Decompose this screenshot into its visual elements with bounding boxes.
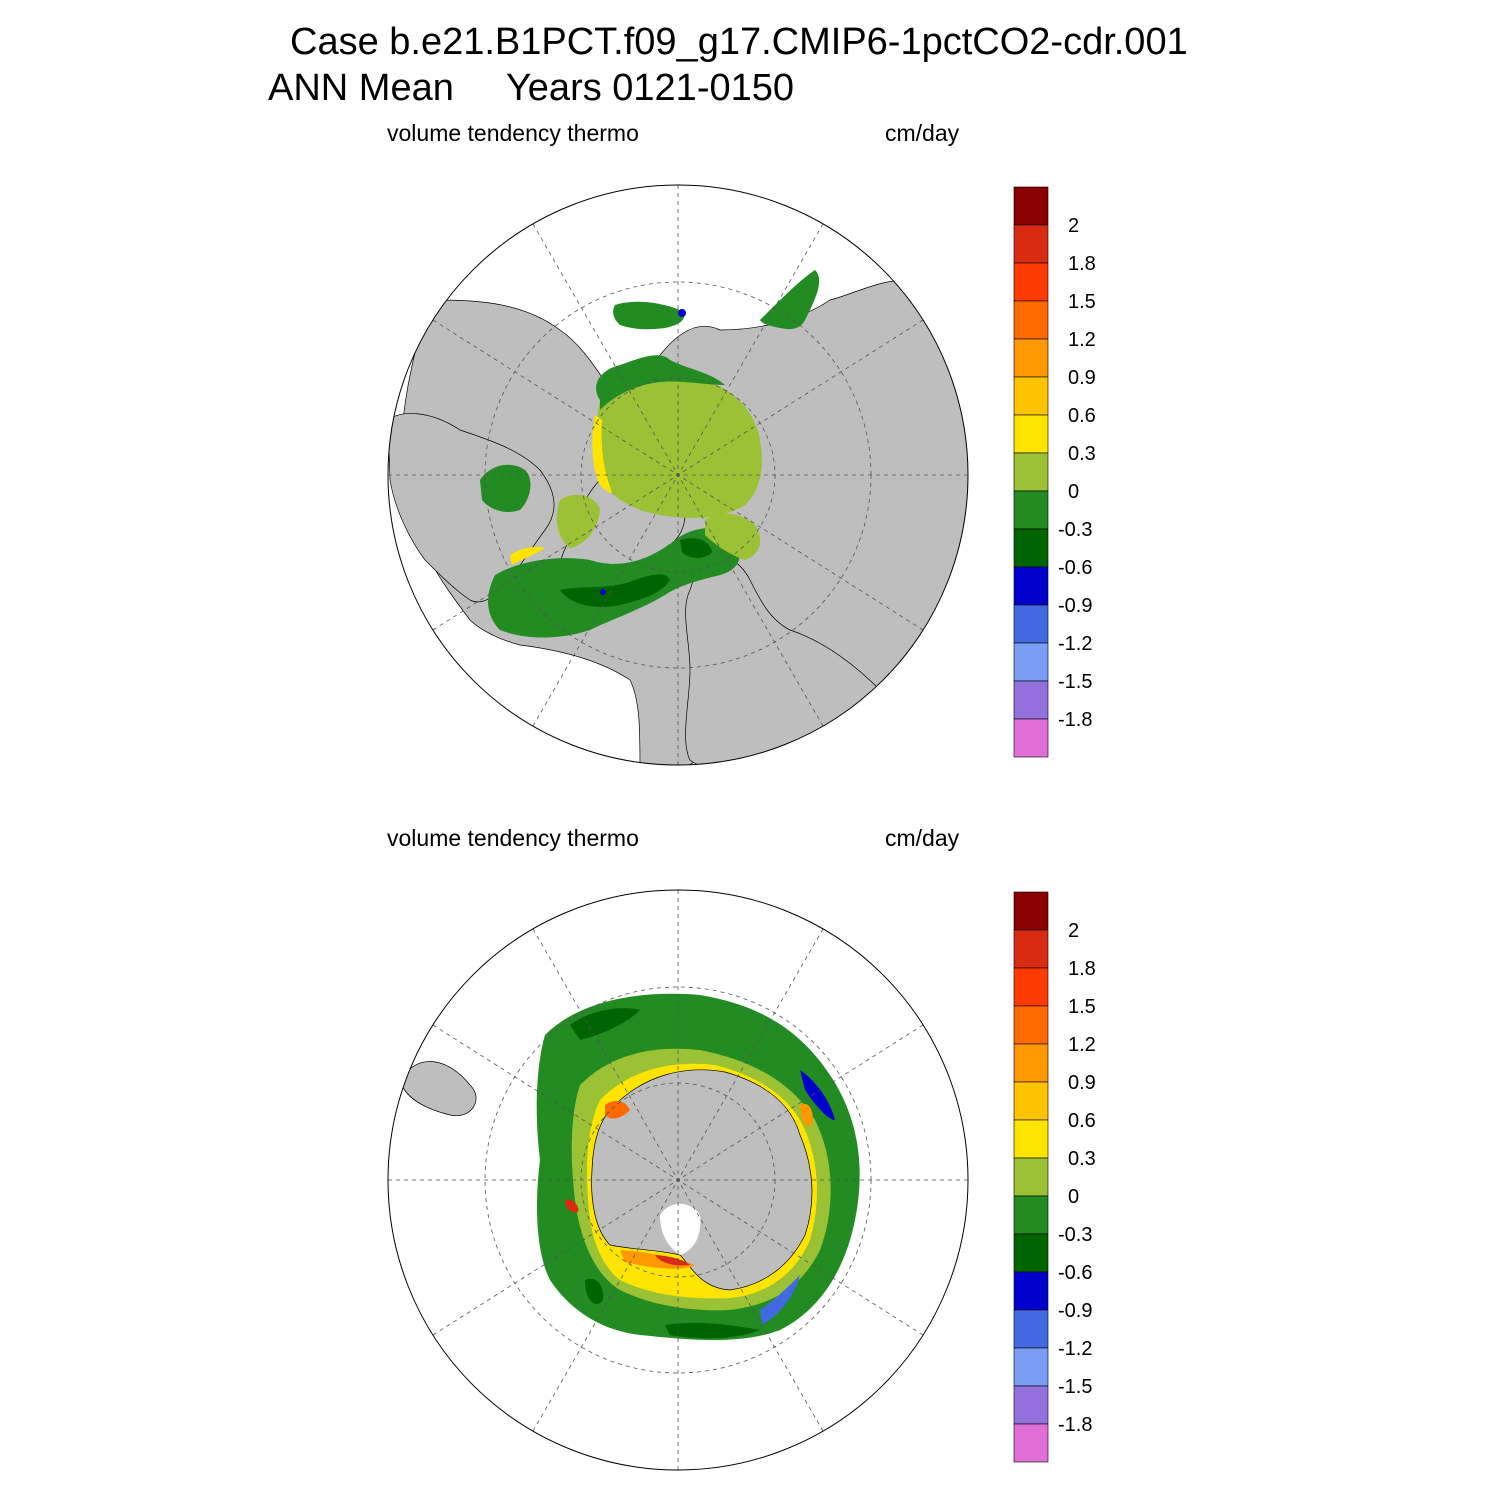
north-colorbar-label: -1.2 bbox=[1058, 633, 1092, 655]
south-colorbar-swatch bbox=[1013, 929, 1049, 969]
north-colorbar-label: 1.5 bbox=[1068, 291, 1096, 313]
south-ice-warm-east bbox=[800, 1103, 813, 1127]
south-colorbar-swatch bbox=[1013, 1081, 1049, 1121]
north-graticule bbox=[388, 185, 968, 765]
north-colorbar: 2 1.8 1.5 1.2 0.9 0.6 0.3 0 -0.3 -0.6 -0.9 -1.2 -1.5… bbox=[1013, 186, 1096, 758]
north-colorbar-swatch bbox=[1013, 338, 1049, 378]
south-colorbar-label: -1.2 bbox=[1058, 1338, 1092, 1360]
north-ice-hudson bbox=[480, 464, 531, 512]
north-colorbar-label: -0.6 bbox=[1058, 557, 1092, 579]
south-ice-dark-band-2 bbox=[665, 1322, 760, 1339]
south-land-south-america bbox=[399, 1061, 477, 1117]
north-colorbar-swatch bbox=[1013, 528, 1049, 568]
south-colorbar-swatch bbox=[1013, 967, 1049, 1007]
south-colorbar-swatch bbox=[1013, 1423, 1049, 1463]
north-colorbar-label: -0.3 bbox=[1058, 519, 1092, 541]
south-ross-sea bbox=[660, 1203, 701, 1255]
south-colorbar-label: 1.8 bbox=[1068, 958, 1096, 980]
south-colorbar-label: 2 bbox=[1068, 920, 1079, 942]
north-colorbar-label: 0.9 bbox=[1068, 367, 1096, 389]
south-colorbar-label: 1.2 bbox=[1068, 1034, 1096, 1056]
north-ice-blue-spot-atlantic bbox=[600, 589, 606, 595]
south-ice-red-ross bbox=[655, 1255, 690, 1266]
north-ice-barents bbox=[760, 270, 820, 330]
north-colorbar-label: -1.8 bbox=[1058, 709, 1092, 731]
north-ice-central-arctic bbox=[596, 378, 762, 518]
south-ice-blue-east bbox=[800, 1070, 835, 1120]
north-colorbar-swatch bbox=[1013, 718, 1049, 758]
north-colorbar-swatch bbox=[1013, 186, 1049, 226]
south-colorbar-swatch bbox=[1013, 1385, 1049, 1425]
north-ice-margin-thick bbox=[596, 355, 725, 410]
north-map-border bbox=[387, 184, 969, 766]
figure-title-period: ANN Mean Years 0121-0150 bbox=[268, 67, 795, 109]
north-colorbar-label: 0.3 bbox=[1068, 443, 1096, 465]
south-colorbar-label: -0.9 bbox=[1058, 1300, 1092, 1322]
south-colorbar-swatch bbox=[1013, 1043, 1049, 1083]
south-ice-dark-band-1 bbox=[570, 1008, 640, 1040]
south-colorbar-label: 0.9 bbox=[1068, 1072, 1096, 1094]
figure-title-case: Case b.e21.B1PCT.f09_g17.CMIP6-1pctCO2-c… bbox=[290, 21, 1188, 63]
north-colorbar-label: 0.6 bbox=[1068, 405, 1096, 427]
north-ice-chukchi bbox=[613, 301, 685, 330]
north-ice-greenland-sea bbox=[705, 513, 761, 560]
south-colorbar-label: 0.3 bbox=[1068, 1148, 1096, 1170]
north-ice-baffin bbox=[556, 494, 600, 548]
north-colorbar-swatch bbox=[1013, 642, 1049, 682]
south-map-border bbox=[387, 889, 969, 1471]
north-colorbar-swatch bbox=[1013, 376, 1049, 416]
north-colorbar-swatch bbox=[1013, 680, 1049, 720]
south-colorbar-swatch bbox=[1013, 1309, 1049, 1349]
north-colorbar-label: 1.8 bbox=[1068, 253, 1096, 275]
north-colorbar-label: 2 bbox=[1068, 215, 1079, 237]
south-colorbar-label: 1.5 bbox=[1068, 996, 1096, 1018]
south-colorbar-label: 0 bbox=[1068, 1186, 1079, 1208]
north-panel-variable-label: volume tendency thermo bbox=[387, 120, 639, 146]
north-ice-margin-yellow bbox=[592, 415, 612, 493]
north-colorbar-label: -0.9 bbox=[1058, 595, 1092, 617]
south-panel-units-label: cm/day bbox=[885, 825, 960, 851]
south-colorbar-label: -1.5 bbox=[1058, 1376, 1092, 1398]
south-colorbar-swatch bbox=[1013, 1347, 1049, 1387]
south-colorbar-swatch bbox=[1013, 1005, 1049, 1045]
north-colorbar-swatch bbox=[1013, 224, 1049, 264]
north-polar-map bbox=[387, 184, 969, 766]
south-colorbar-swatch bbox=[1013, 1271, 1049, 1311]
south-colorbar: 2 1.8 1.5 1.2 0.9 0.6 0.3 0 -0.3 -0.6 -0.9 -1.2 -1.5… bbox=[1013, 891, 1096, 1463]
north-ice-north-atlantic-yellow bbox=[510, 546, 545, 565]
north-colorbar-swatch bbox=[1013, 414, 1049, 454]
north-ice-dark-patch bbox=[680, 538, 712, 558]
north-colorbar-swatch bbox=[1013, 262, 1049, 302]
south-colorbar-label: -1.8 bbox=[1058, 1414, 1092, 1436]
north-ice-blue-spot bbox=[678, 309, 686, 317]
north-ice-north-atlantic bbox=[488, 528, 740, 638]
south-colorbar-swatch bbox=[1013, 891, 1049, 931]
south-graticule bbox=[388, 890, 968, 1470]
north-colorbar-swatch bbox=[1013, 452, 1049, 492]
south-colorbar-label: 0.6 bbox=[1068, 1110, 1096, 1132]
north-ice-north-atlantic-dark bbox=[560, 574, 670, 607]
north-colorbar-swatch bbox=[1013, 300, 1049, 340]
south-ice-blue-southeast bbox=[760, 1275, 800, 1325]
north-colorbar-swatch bbox=[1013, 566, 1049, 606]
north-colorbar-label: 0 bbox=[1068, 481, 1079, 503]
south-colorbar-swatch bbox=[1013, 1119, 1049, 1159]
south-colorbar-label: -0.6 bbox=[1058, 1262, 1092, 1284]
south-colorbar-swatch bbox=[1013, 1233, 1049, 1273]
north-colorbar-label: 1.2 bbox=[1068, 329, 1096, 351]
north-colorbar-swatch bbox=[1013, 604, 1049, 644]
north-colorbar-swatch bbox=[1013, 490, 1049, 530]
north-colorbar-label: -1.5 bbox=[1058, 671, 1092, 693]
south-colorbar-swatch bbox=[1013, 1195, 1049, 1235]
south-colorbar-swatch bbox=[1013, 1157, 1049, 1197]
south-panel-variable-label: volume tendency thermo bbox=[387, 825, 639, 851]
south-ice-dark-patch bbox=[585, 1278, 604, 1304]
south-ice-warm-weddell bbox=[605, 1100, 630, 1119]
south-ice-red-bellingshausen bbox=[565, 1199, 579, 1213]
south-colorbar-label: -0.3 bbox=[1058, 1224, 1092, 1246]
north-panel-units-label: cm/day bbox=[885, 120, 960, 146]
south-polar-map bbox=[387, 889, 969, 1471]
